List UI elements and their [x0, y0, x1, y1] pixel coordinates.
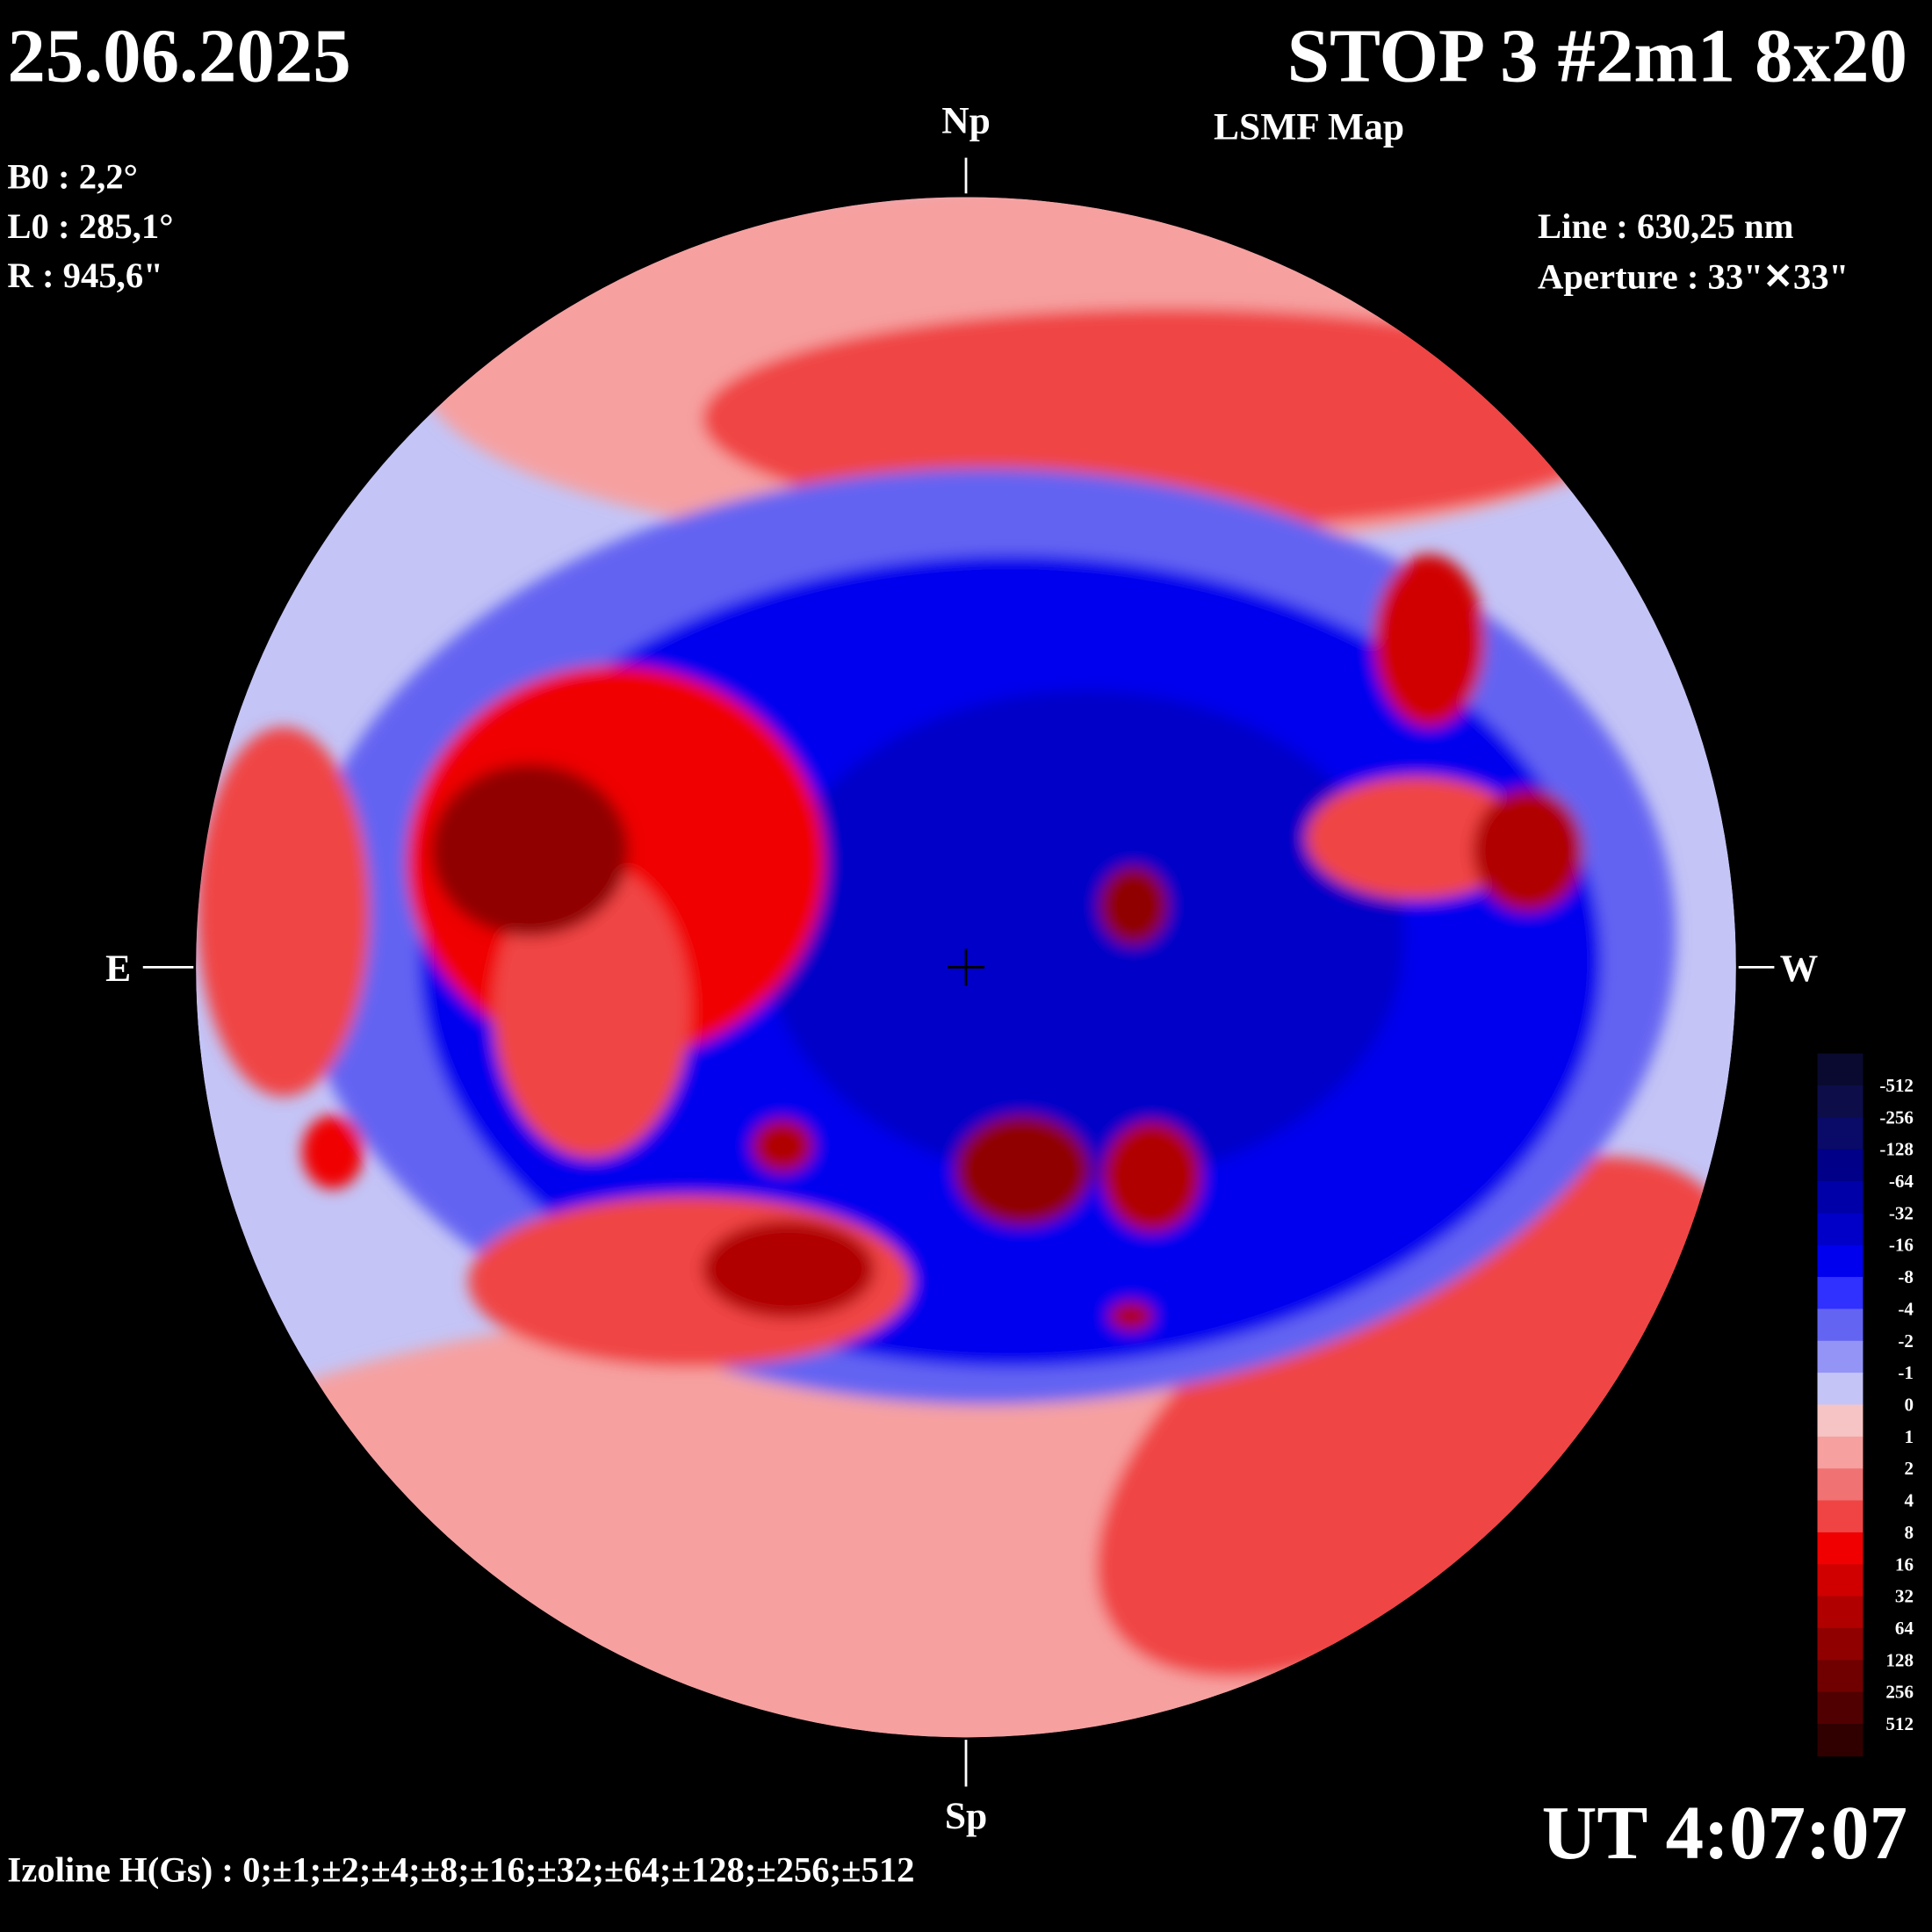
colorbar-label: -256 [1879, 1107, 1914, 1128]
colorbar-band [1817, 1660, 1864, 1693]
colorbar-label: -4 [1898, 1298, 1914, 1319]
colorbar-band [1817, 1053, 1864, 1086]
colorbar-band [1817, 1564, 1864, 1597]
colorbar-band [1817, 1340, 1864, 1373]
colorbar-label: 8 [1904, 1522, 1914, 1543]
param: B0 : 2,2° [7, 157, 137, 197]
colorbar-label: -1 [1898, 1362, 1914, 1383]
colorbar-band [1817, 1085, 1864, 1119]
colorbar-label: -2 [1898, 1330, 1914, 1352]
colorbar-label: 4 [1904, 1490, 1914, 1511]
colorbar-label: -64 [1889, 1171, 1914, 1192]
colorbar-band [1817, 1596, 1864, 1629]
solar-disk [196, 197, 1736, 1738]
date: 25.06.2025 [7, 13, 350, 98]
colorbar-band [1817, 1277, 1864, 1310]
param: L0 : 285,1° [7, 206, 173, 246]
colorbar-band [1817, 1436, 1864, 1469]
colorbar-band [1817, 1308, 1864, 1342]
colorbar-label: 512 [1885, 1713, 1914, 1734]
colorbar-band [1817, 1468, 1864, 1502]
colorbar-band [1817, 1500, 1864, 1533]
west-label: W [1780, 948, 1818, 990]
colorbar-band [1817, 1244, 1864, 1278]
colorbar-band [1817, 1213, 1864, 1246]
east-label: E [105, 948, 131, 990]
colorbar-band [1817, 1373, 1864, 1406]
colorbar-label: 16 [1895, 1554, 1914, 1575]
time: UT 4:07:07 [1542, 1790, 1907, 1875]
colorbar: -512 -256 -128 -64 -32 -16 -8 -4 -2 -1 0 1 2 4 8 16 32 64… [1817, 1053, 1914, 1757]
izoline: Izoline H(Gs) : 0;±1;±2;±4;±8;±16;±32;±6… [7, 1849, 914, 1889]
colorbar-label: 1 [1904, 1426, 1914, 1447]
colorbar-band [1817, 1181, 1864, 1215]
colorbar-label: -32 [1889, 1202, 1914, 1223]
colorbar-label: 64 [1895, 1618, 1914, 1639]
colorbar-label: 0 [1904, 1395, 1914, 1416]
colorbar-band [1817, 1404, 1864, 1438]
colorbar-label: -128 [1879, 1139, 1914, 1160]
colorbar-label: -8 [1898, 1266, 1914, 1287]
aperture-info: Aperture : 33"✕33" [1538, 256, 1849, 296]
colorbar-label: 2 [1904, 1458, 1914, 1479]
colorbar-band [1817, 1532, 1864, 1565]
colorbar-label: -512 [1879, 1075, 1914, 1096]
subtitle: LSMF Map [1214, 106, 1404, 148]
south-label: Sp [945, 1795, 987, 1837]
north-label: Np [941, 100, 991, 142]
colorbar-band [1817, 1149, 1864, 1182]
line-info: Line : 630,25 nm [1538, 206, 1794, 246]
colorbar-band [1817, 1724, 1864, 1757]
param: R : 945,6" [7, 256, 162, 295]
colorbar-label: -16 [1889, 1235, 1914, 1256]
colorbar-band [1817, 1691, 1864, 1725]
colorbar-label: 256 [1885, 1682, 1914, 1703]
colorbar-band [1817, 1627, 1864, 1662]
title: STOP 3 #2m1 8x20 [1287, 13, 1907, 98]
colorbar-label: 128 [1885, 1649, 1914, 1670]
colorbar-band [1817, 1117, 1864, 1150]
colorbar-label: 32 [1895, 1586, 1914, 1607]
